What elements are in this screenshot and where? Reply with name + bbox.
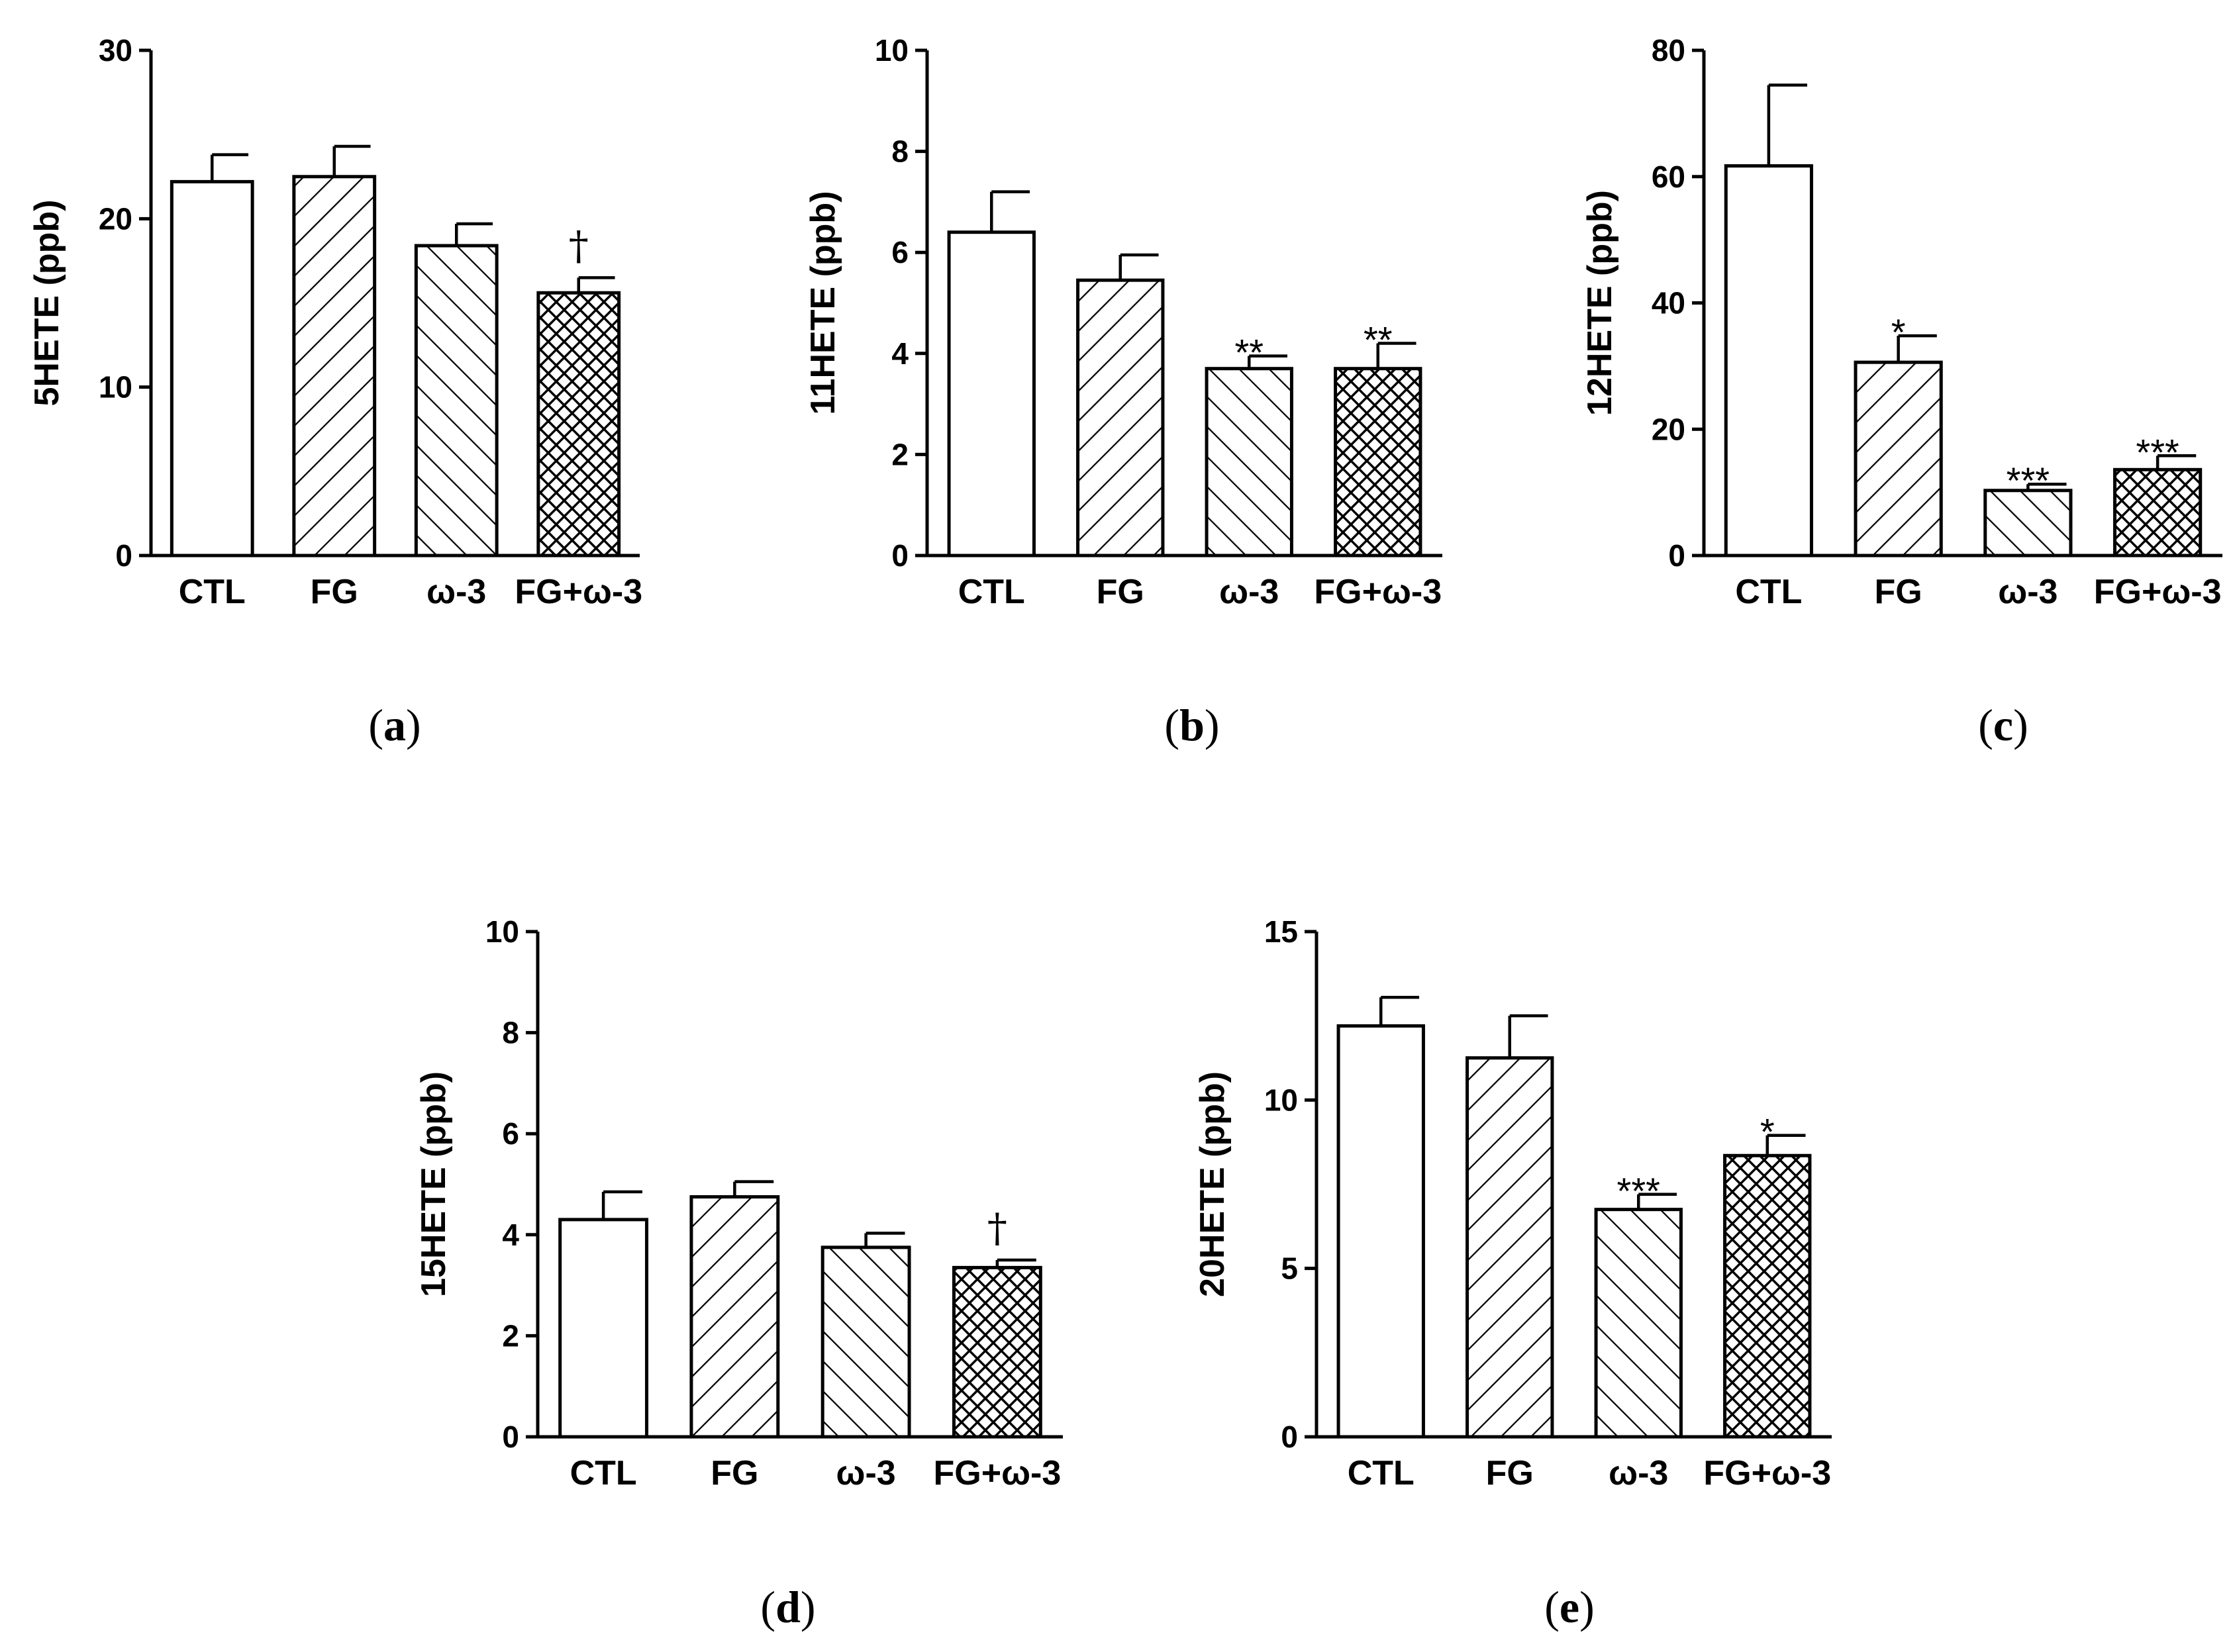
bar [292, 175, 377, 558]
significance-label: *** [1617, 1170, 1660, 1212]
bar [1336, 1024, 1425, 1439]
y-tick-label: 20 [1652, 412, 1685, 446]
significance-label: † [987, 1205, 1007, 1251]
x-tick-label: FG+ω-3 [2094, 573, 2222, 611]
x-tick-label: FG [711, 1454, 758, 1492]
y-tick-label: 6 [891, 235, 909, 269]
significance-label: * [1760, 1111, 1775, 1153]
chart-panel-d: 0 2 4 6 8 10 15HETE (ppb) CTL FG ω-3 FG+ω-3 † [415, 914, 1063, 1492]
y-tick-label: 8 [891, 134, 909, 169]
x-tick-label: FG [1486, 1454, 1534, 1492]
y-tick-label: 2 [502, 1318, 519, 1353]
x-tick-label: CTL [1735, 573, 1802, 611]
y-tick-label: 15 [1264, 914, 1298, 949]
bar [558, 1218, 649, 1439]
significance-label: *** [2007, 460, 2050, 501]
y-tick-label: 10 [485, 914, 519, 949]
x-tick-label: ω-3 [836, 1454, 896, 1492]
bar [1724, 164, 1813, 558]
x-tick-label: ω-3 [1998, 573, 2058, 611]
bar [1594, 1208, 1683, 1439]
caption-a: (a) [368, 700, 421, 750]
x-tick-label: FG [1875, 573, 1922, 611]
caption-c: (c) [1978, 700, 2028, 750]
bar [689, 1195, 780, 1439]
x-tick-label: ω-3 [1219, 573, 1279, 611]
y-axis-title: 5HETE (ppb) [28, 200, 66, 407]
y-tick-label: 5 [1281, 1251, 1298, 1286]
bar [170, 179, 254, 558]
bar [947, 230, 1036, 558]
y-tick-label: 4 [891, 336, 909, 371]
y-tick-label: 0 [1281, 1420, 1298, 1454]
y-tick-label: 10 [1264, 1083, 1298, 1117]
bar [414, 244, 499, 558]
x-tick-label: FG+ω-3 [934, 1454, 1062, 1492]
y-axis-title: 15HETE (ppb) [415, 1071, 453, 1297]
significance-label: *** [2136, 431, 2179, 473]
y-axis-title: 20HETE (ppb) [1193, 1071, 1232, 1297]
bar [1465, 1056, 1554, 1439]
bar [820, 1245, 911, 1439]
y-tick-label: 10 [99, 370, 132, 405]
bar [1076, 278, 1165, 558]
y-tick-label: 6 [502, 1116, 519, 1151]
chart-panel-e: 0 5 10 15 20HETE (ppb) CTL FG ω-3 *** FG+ω-3 * [1193, 914, 1832, 1492]
x-tick-label: ω-3 [1609, 1454, 1668, 1492]
y-tick-label: 20 [99, 201, 132, 236]
significance-label: ** [1364, 319, 1393, 361]
y-tick-label: 0 [1668, 538, 1685, 573]
chart-panel-c: 0 20 40 60 80 12HETE (ppb) CTL FG * ω-3 *** FG+ω-3 *… [1581, 33, 2222, 611]
y-axis-title: 11HETE (ppb) [804, 191, 842, 414]
y-tick-label: 2 [891, 437, 909, 471]
bar [1205, 367, 1293, 558]
x-tick-label: CTL [570, 1454, 637, 1492]
caption-b: (b) [1164, 700, 1219, 750]
x-tick-label: FG [1097, 573, 1144, 611]
chart-panel-b: 0 2 4 6 8 10 11HETE (ppb) CTL FG ω-3 ** FG+ω-3 ** [804, 33, 1442, 611]
x-tick-label: FG+ω-3 [515, 573, 642, 611]
bar [952, 1265, 1042, 1439]
caption-d: (d) [760, 1582, 815, 1632]
x-tick-label: CTL [179, 573, 246, 611]
bar [1334, 367, 1422, 558]
x-tick-label: CTL [958, 573, 1025, 611]
caption-e: (e) [1544, 1582, 1595, 1632]
y-tick-label: 0 [891, 538, 909, 573]
y-tick-label: 60 [1652, 160, 1685, 194]
significance-label: ** [1234, 332, 1264, 373]
y-tick-label: 30 [99, 33, 132, 68]
significance-label: * [1891, 311, 1906, 353]
x-tick-label: FG+ω-3 [1703, 1454, 1831, 1492]
x-tick-label: ω-3 [426, 573, 486, 611]
bar [536, 291, 621, 558]
y-tick-label: 0 [115, 538, 132, 573]
y-tick-label: 8 [502, 1016, 519, 1050]
x-tick-label: FG [311, 573, 358, 611]
bar [2113, 467, 2203, 558]
y-tick-label: 10 [875, 33, 909, 68]
y-tick-label: 80 [1652, 33, 1685, 68]
y-tick-label: 40 [1652, 286, 1685, 320]
bar [1854, 360, 1943, 558]
x-tick-label: FG+ω-3 [1314, 573, 1442, 611]
chart-panel-a: 0 10 20 30 5HETE (ppb) CTL FG ω-3 FG+ω-3 † [28, 33, 642, 611]
y-tick-label: 4 [502, 1218, 519, 1252]
bar [1723, 1153, 1812, 1439]
y-tick-label: 0 [502, 1420, 519, 1454]
significance-label: † [569, 222, 589, 269]
y-axis-title: 12HETE (ppb) [1581, 190, 1619, 416]
x-tick-label: CTL [1348, 1454, 1415, 1492]
bar [1983, 489, 2073, 558]
